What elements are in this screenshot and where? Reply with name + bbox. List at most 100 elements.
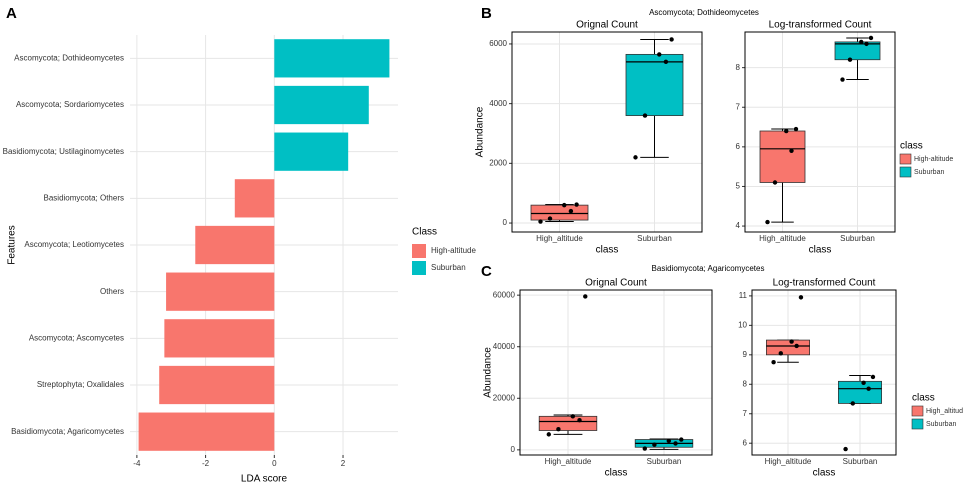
y-tick-label: 2000 bbox=[489, 158, 507, 167]
bar bbox=[195, 225, 275, 265]
plot-frame bbox=[511, 31, 703, 233]
point bbox=[789, 148, 794, 154]
point bbox=[666, 438, 671, 444]
point bbox=[547, 216, 553, 221]
x-axis-label: class bbox=[813, 468, 836, 479]
point bbox=[574, 202, 579, 207]
y-tick-label: 9 bbox=[743, 350, 748, 359]
subplot-title: Log-transformed Count bbox=[773, 278, 876, 289]
point bbox=[864, 41, 869, 47]
legend-label: High_altitude bbox=[926, 408, 963, 415]
point bbox=[847, 57, 853, 62]
point bbox=[568, 208, 574, 214]
point bbox=[772, 180, 778, 185]
x-tick-label: Suburban bbox=[843, 457, 878, 466]
box bbox=[759, 130, 806, 183]
point bbox=[562, 202, 567, 208]
point bbox=[669, 37, 674, 42]
y-tick-label: 4 bbox=[736, 221, 741, 230]
point bbox=[546, 432, 551, 437]
point bbox=[784, 128, 789, 134]
legend-key bbox=[899, 166, 912, 178]
point bbox=[798, 295, 804, 300]
point bbox=[868, 35, 874, 41]
point bbox=[673, 441, 678, 446]
y-axis-label: Features bbox=[7, 225, 18, 264]
y-tick-label: 6 bbox=[743, 438, 748, 447]
y-axis-label: Abundance bbox=[483, 347, 494, 398]
panel-letter: B bbox=[481, 5, 492, 22]
box bbox=[838, 380, 883, 404]
point bbox=[657, 52, 662, 57]
panel-title: Basidiomycota; Agaricomycetes bbox=[652, 264, 765, 273]
legend-label: Suburban bbox=[431, 263, 466, 272]
legend-key bbox=[412, 244, 426, 258]
x-axis-label: class bbox=[596, 245, 619, 256]
x-tick-label: 0 bbox=[272, 459, 277, 468]
x-axis-label: class bbox=[605, 468, 628, 479]
y-tick-label: Basidiomycota; Agaricomycetes bbox=[11, 427, 124, 436]
point bbox=[570, 414, 575, 419]
x-tick-label: Suburban bbox=[647, 457, 682, 466]
point bbox=[870, 374, 876, 380]
x-tick-label: 2 bbox=[341, 459, 346, 468]
point bbox=[633, 155, 638, 160]
point bbox=[793, 126, 799, 132]
y-tick-label: 0 bbox=[503, 218, 508, 227]
point bbox=[652, 442, 657, 447]
y-tick-label: 4000 bbox=[489, 99, 507, 108]
y-tick-label: 7 bbox=[736, 102, 741, 111]
bar bbox=[234, 179, 275, 218]
y-tick-label: Streptophyta; Oxalidales bbox=[37, 380, 124, 389]
box bbox=[766, 339, 811, 356]
bar bbox=[274, 132, 349, 171]
y-tick-label: 5 bbox=[736, 182, 741, 191]
x-tick-label: High_altitude bbox=[545, 457, 592, 466]
point bbox=[577, 417, 582, 423]
y-tick-label: 20000 bbox=[493, 393, 516, 402]
y-tick-label: 6 bbox=[736, 142, 741, 151]
box bbox=[538, 415, 598, 431]
point bbox=[771, 359, 776, 365]
legend-title: Class bbox=[412, 227, 437, 238]
y-tick-label: Basidiomycota; Others bbox=[44, 193, 124, 202]
bar bbox=[159, 365, 275, 405]
y-tick-label: 8 bbox=[736, 63, 741, 72]
x-tick-label: High_altitude bbox=[536, 234, 583, 243]
legend-key bbox=[412, 261, 426, 275]
y-tick-label: Basidiomycota; Ustilaginomycetes bbox=[3, 147, 124, 156]
legend-label: High-altitude bbox=[431, 246, 476, 255]
point bbox=[556, 427, 561, 432]
y-tick-label: 10 bbox=[738, 320, 747, 329]
plot-frame bbox=[519, 289, 713, 456]
x-tick-label: -2 bbox=[202, 459, 210, 468]
legend-title: class bbox=[900, 141, 923, 152]
panel-title: Ascomycota; Dothideomycetes bbox=[649, 8, 759, 17]
legend-label: High-altitude bbox=[914, 156, 953, 163]
x-tick-label: Suburban bbox=[840, 234, 875, 243]
point bbox=[765, 219, 770, 225]
point bbox=[843, 446, 848, 452]
subplot-title: Orignal Count bbox=[576, 20, 638, 31]
point bbox=[794, 343, 799, 349]
box bbox=[625, 53, 684, 116]
bar bbox=[138, 412, 275, 451]
point bbox=[538, 219, 543, 224]
x-tick-label: High_altitude bbox=[765, 457, 812, 466]
x-tick-label: High_altitude bbox=[759, 234, 806, 243]
point bbox=[861, 380, 866, 386]
point bbox=[866, 386, 871, 391]
point bbox=[642, 446, 647, 451]
plot-frame bbox=[744, 31, 896, 233]
point bbox=[778, 351, 783, 356]
x-axis-label: LDA score bbox=[241, 474, 288, 485]
bar bbox=[274, 85, 369, 125]
point bbox=[663, 59, 669, 65]
y-tick-label: Ascomycota; Ascomycetes bbox=[29, 333, 124, 342]
y-tick-label: 11 bbox=[739, 291, 748, 300]
box bbox=[530, 204, 589, 221]
panel-letter: A bbox=[6, 5, 17, 22]
box bbox=[834, 41, 881, 61]
point bbox=[840, 77, 845, 82]
panel-letter: C bbox=[481, 263, 492, 280]
